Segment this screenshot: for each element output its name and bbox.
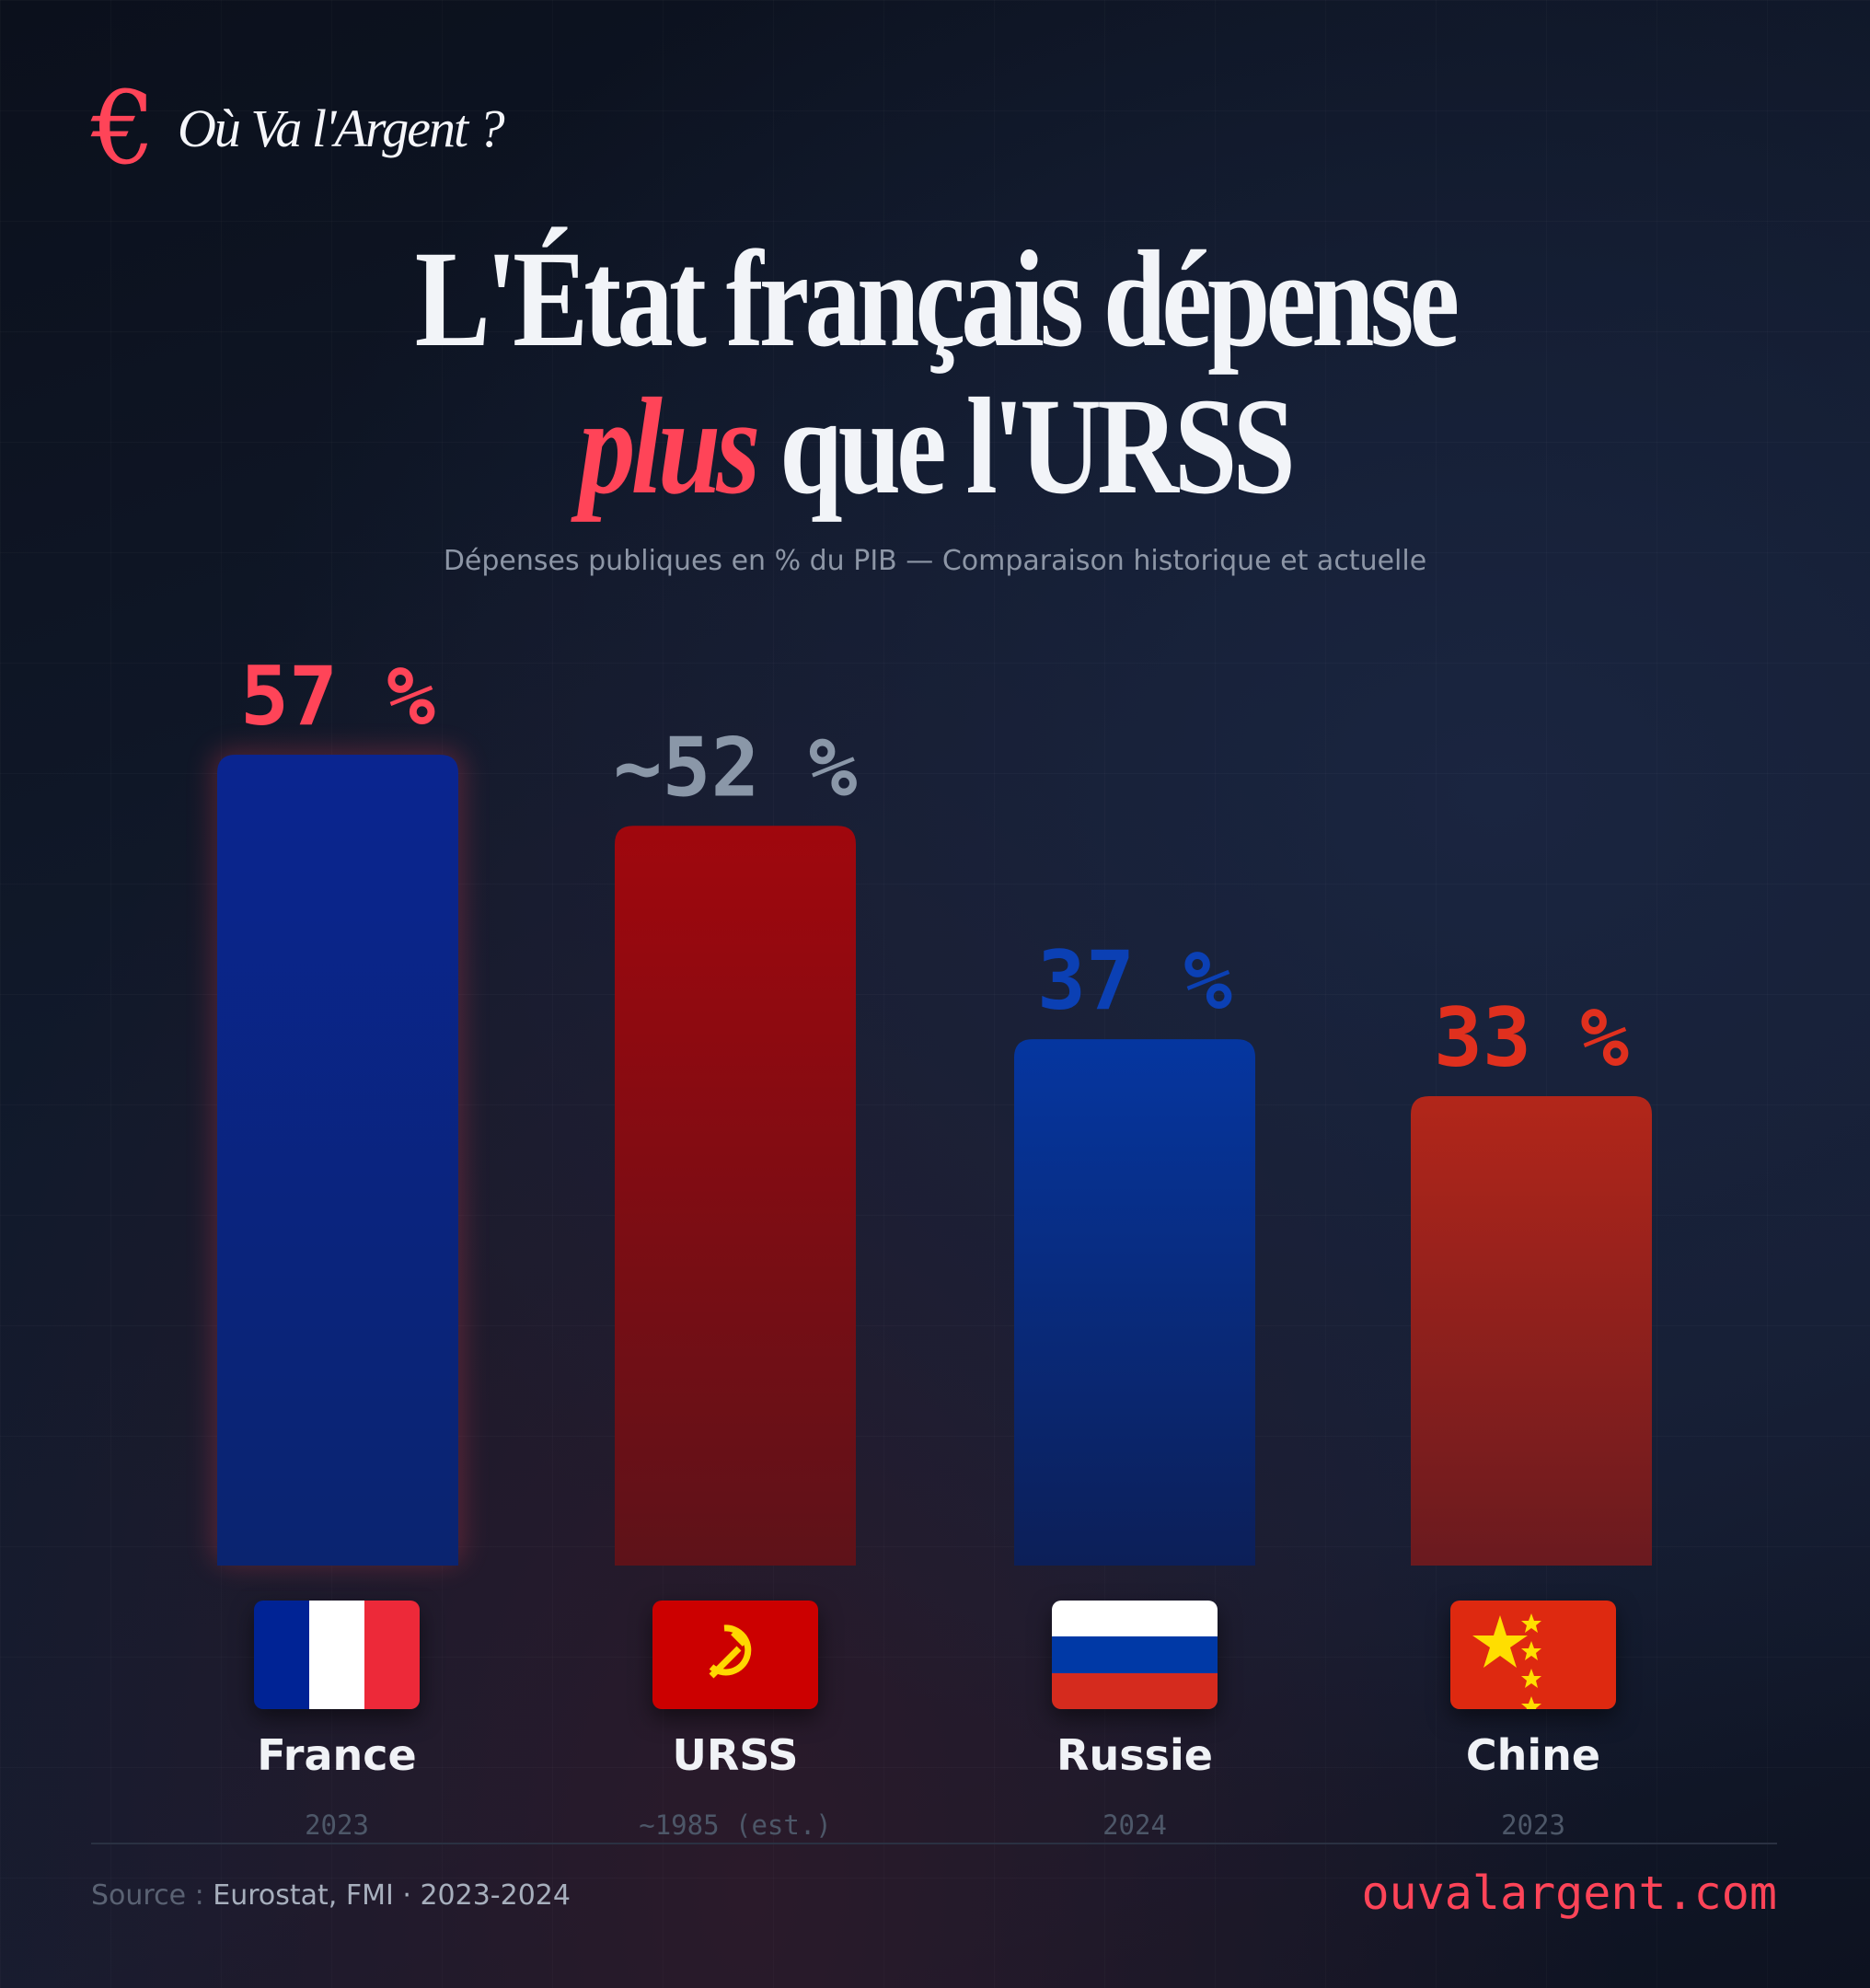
year-label: 2024	[1102, 1809, 1167, 1841]
france-flag	[254, 1601, 420, 1709]
title-emphasis: plus	[579, 370, 760, 523]
year-label: ~1985 (est.)	[639, 1809, 832, 1841]
title-line-1: L'État français dépense	[414, 223, 1460, 376]
bar-france	[217, 755, 458, 1566]
bar-urss	[615, 826, 856, 1566]
category-label: URSS	[672, 1730, 799, 1780]
source-value: Eurostat, FMI · 2023-2024	[213, 1879, 571, 1912]
brand-name: Où Va l'Argent ?	[178, 98, 505, 158]
year-label: 2023	[1501, 1809, 1565, 1841]
title-line-2: plus que l'URSS	[168, 377, 1702, 515]
stars-icon	[1472, 1613, 1541, 1709]
euro-icon: €	[91, 69, 156, 187]
ussr-flag	[652, 1601, 818, 1709]
title-rest: que l'URSS	[779, 370, 1296, 523]
china-flag	[1450, 1601, 1616, 1709]
value-label: 37 %	[1037, 933, 1232, 1028]
bar-russie	[1014, 1039, 1255, 1566]
logo: € Où Va l'Argent ?	[91, 69, 505, 187]
value-label: 33 %	[1434, 990, 1629, 1085]
website-link[interactable]: ouvalargent.com	[1361, 1867, 1777, 1920]
category-label: France	[257, 1730, 417, 1780]
value-label: ~52 %	[614, 720, 858, 815]
russia-flag	[1052, 1601, 1218, 1709]
bar-chine	[1411, 1095, 1652, 1566]
subtitle: Dépenses publiques en % du PIB — Compara…	[443, 545, 1427, 577]
source-note: Source : Eurostat, FMI · 2023-2024	[91, 1879, 571, 1912]
category-label: Chine	[1465, 1730, 1601, 1780]
source-label: Source :	[91, 1879, 204, 1912]
category-label: Russie	[1056, 1730, 1213, 1780]
year-label: 2023	[305, 1809, 369, 1841]
value-label: 57 %	[240, 649, 435, 744]
hammer-sickle-icon	[709, 1624, 752, 1679]
footer-divider	[91, 1843, 1777, 1844]
